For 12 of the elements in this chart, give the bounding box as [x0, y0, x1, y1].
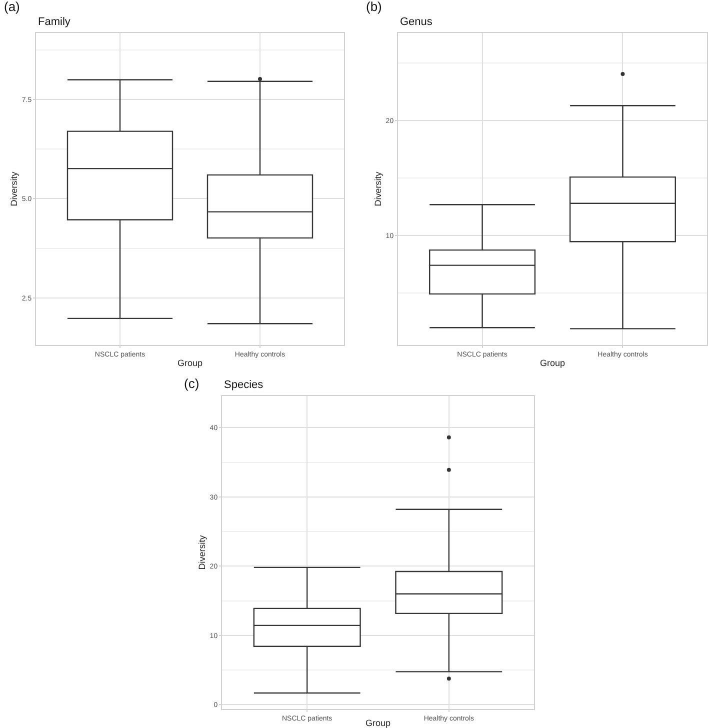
chart-title: Genus: [400, 16, 433, 28]
y-axis-title: Diversity: [373, 171, 384, 206]
text: (c): [184, 376, 200, 391]
x-axis-title: Group: [365, 718, 391, 728]
text: (b): [366, 0, 382, 14]
chart-title: Species: [224, 379, 264, 391]
y-axis-title: Diversity: [197, 534, 208, 570]
chart-title: Family: [38, 16, 71, 28]
x-axis-title: Group: [177, 358, 203, 368]
text: (a): [4, 0, 20, 14]
x-axis-title: Group: [540, 358, 566, 368]
y-axis-title: Diversity: [9, 171, 20, 206]
